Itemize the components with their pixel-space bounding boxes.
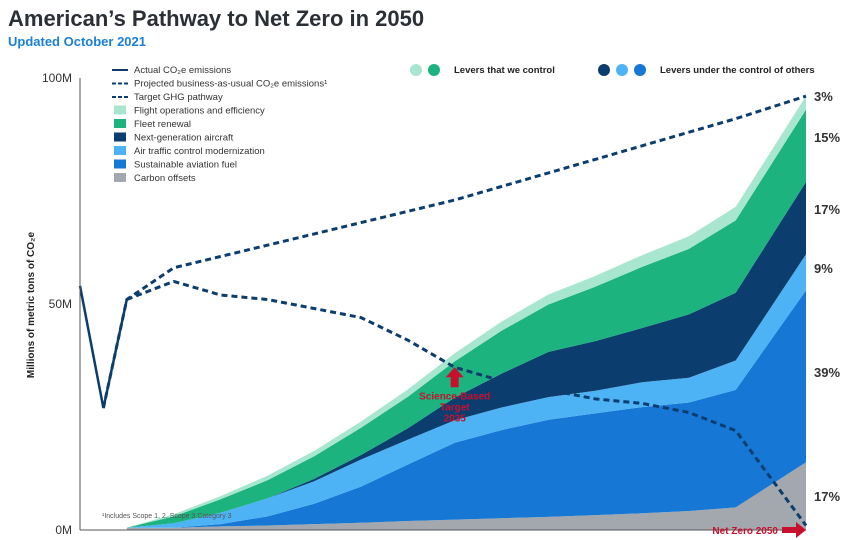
line-actual-co-e-emissions — [78, 285, 129, 409]
legend-area-swatch — [114, 119, 126, 128]
science-target-label: Target — [440, 402, 470, 413]
area-next-generation-aircraft — [126, 182, 807, 528]
percent-label: 9% — [814, 261, 833, 276]
chart-subtitle: Updated October 2021 — [8, 34, 146, 49]
legend-label: Sustainable aviation fuel — [134, 160, 237, 171]
top-legend-dot — [616, 64, 628, 76]
net-zero-label: Net Zero 2050 — [712, 526, 778, 537]
line-projected-business-as-usual-co-e-emissions — [101, 94, 807, 409]
series-legend: Actual CO₂e emissions Projected business-… — [112, 65, 327, 184]
science-target-label: Science-Based — [419, 391, 490, 402]
top-legend-dot — [410, 64, 422, 76]
y-axis-label: Millions of metric tons of CO₂e — [26, 232, 37, 379]
legend-area-swatch — [114, 105, 126, 115]
top-legend-dot — [634, 64, 646, 76]
stacked-areas — [126, 96, 807, 530]
legend-label: Actual CO₂e emissions — [134, 65, 231, 76]
y-tick-label: 0M — [55, 523, 72, 537]
y-tick-label: 50M — [49, 297, 72, 311]
axes — [79, 78, 806, 531]
emission-lines — [78, 94, 808, 527]
percent-label: 17% — [814, 489, 840, 504]
percent-label: 3% — [814, 89, 833, 104]
area-air-traffic-control-modernization — [126, 254, 807, 528]
legend-label: Projected business-as-usual CO₂e emissio… — [134, 79, 327, 90]
legend-label: Next-generation aircraft — [134, 133, 234, 144]
net-zero-arrow — [782, 522, 806, 538]
legend-area-swatch — [114, 132, 126, 142]
legend-label: Target GHG pathway — [134, 92, 223, 103]
legend-area-swatch — [114, 146, 126, 155]
top-legend-others-label: Levers under the control of others — [660, 65, 815, 76]
legend-label: Fleet renewal — [134, 119, 191, 130]
area-sustainable-aviation-fuel — [126, 290, 807, 528]
science-target-label: 2035 — [444, 413, 467, 424]
area-carbon-offsets — [126, 462, 807, 530]
percent-label: 15% — [814, 130, 840, 145]
science-target-arrow — [445, 367, 464, 388]
legend-area-swatch — [114, 159, 126, 169]
percent-label: 39% — [814, 365, 840, 380]
top-legend-controlled-label: Levers that we control — [454, 65, 555, 76]
top-legend-dot — [428, 64, 440, 76]
legend-label: Carbon offsets — [134, 173, 196, 184]
top-legend: Levers that we control Levers under the c… — [410, 64, 815, 76]
legend-label: Flight operations and efficiency — [134, 106, 265, 117]
y-tick-labels: 0M 50M 100M — [42, 71, 72, 537]
y-tick-label: 100M — [42, 71, 72, 85]
legend-area-swatch — [114, 173, 126, 182]
top-legend-dot — [598, 64, 610, 76]
area-fleet-renewal — [126, 109, 807, 528]
footnote: ¹Includes Scope 1, 2, Scope 3 Category 3 — [102, 513, 232, 520]
percent-labels: 3% 15% 17% 9% 39% 17% — [814, 89, 840, 504]
percent-label: 17% — [814, 202, 840, 217]
chart-title: American’s Pathway to Net Zero in 2050 — [8, 6, 425, 31]
legend-label: Air traffic control modernization — [134, 146, 265, 157]
line-target-ghg-pathway — [126, 279, 808, 527]
